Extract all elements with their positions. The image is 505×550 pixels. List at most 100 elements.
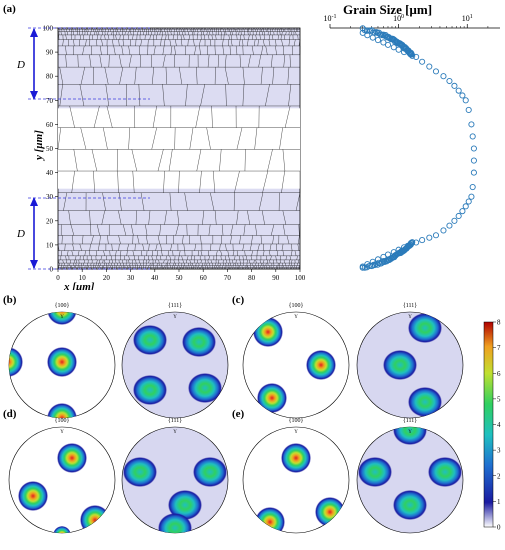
pole-peak: [306, 350, 336, 380]
pole-peak: [133, 375, 167, 405]
grain-size-point: [419, 58, 426, 65]
x-tick-label: 40: [151, 274, 159, 282]
x-tick-label: 80: [248, 274, 256, 282]
y-tick-label: 0: [50, 266, 54, 274]
grain-size-point: [469, 133, 476, 140]
y-tick-label: 10: [46, 241, 54, 249]
pole-figure-title: {111}: [168, 418, 182, 424]
pole-peak: [53, 526, 71, 533]
x-tick-label: 50: [176, 274, 184, 282]
grain-size-point: [465, 106, 472, 113]
panel-label-d: (d): [3, 408, 17, 420]
pole-figure-title: {100}: [55, 303, 70, 309]
pole-peak: [315, 497, 345, 527]
y-tick-label: 50: [46, 145, 54, 153]
pole-peak: [168, 490, 202, 520]
pole-peak: [80, 505, 110, 533]
grain-size-point: [440, 227, 447, 234]
grain-size-point: [462, 203, 469, 210]
y-axis-label: y [µm]: [33, 130, 45, 162]
pole-axis-tag: Y: [294, 315, 298, 320]
grain-size-point: [374, 37, 382, 44]
pole-axis-tag: Y: [408, 315, 412, 320]
pole-axis-tag: Y: [60, 430, 64, 435]
pole-peak: [408, 387, 442, 417]
grain-size-point: [378, 31, 385, 38]
pole-peak: [47, 312, 77, 325]
grain-size-point: [419, 237, 426, 244]
grain-x-tick-label: 10-1: [324, 14, 337, 23]
x-axis-label: x [µm]: [63, 281, 95, 290]
grain-size-point: [426, 234, 433, 241]
pole-peak: [9, 347, 23, 377]
grain-size-point: [426, 63, 433, 70]
pole-axis-tag: Y: [173, 315, 177, 320]
x-tick-label: 30: [127, 274, 135, 282]
pole-figure-111: {111} Y: [121, 303, 229, 419]
pole-figure-111: {111} Y: [356, 418, 464, 534]
panel-label-c: (c): [232, 294, 245, 306]
pole-figure-100: {100} Y: [8, 303, 116, 419]
colorbar-tick-label: 7: [497, 344, 501, 352]
y-tick-label: 40: [46, 169, 54, 177]
grain-size-point: [390, 44, 397, 51]
pole-figure-100: {100} Y: [242, 418, 350, 534]
y-tick-label: 20: [46, 217, 54, 225]
grain-size-point: [440, 73, 447, 80]
grain-size-point: [395, 46, 402, 53]
pole-figure-title: {100}: [289, 418, 304, 424]
chart-title: Grain Size [µm]: [343, 2, 432, 17]
panel-label-e: (e): [232, 408, 245, 420]
pole-peak: [383, 350, 417, 380]
grain-size-point: [432, 68, 440, 75]
x-tick-label: 60: [200, 274, 208, 282]
grain-size-chart: 10-1 100 101 Grain Size [µm]: [324, 2, 500, 271]
colorbar-tick-label: 0: [497, 524, 501, 532]
panel-a-graphics: 0 10 20 30 40 50 60 70 80 90 100 0 10 20 30 40 50 60 70 80…: [16, 2, 500, 290]
y-axis-ticks: 0 10 20 30 40 50 60 70 80 90 100: [43, 25, 58, 274]
grain-size-point: [409, 52, 416, 59]
pole-figures: {100}Y{111}Y{100}Y{111}Y{100}Y{111}Y{100…: [8, 303, 501, 534]
pole-peak: [408, 313, 442, 343]
pole-figure-title: {111}: [168, 303, 182, 309]
grain-size-point: [455, 87, 462, 94]
grain-size-point: [469, 184, 476, 191]
x-axis-ticks: 0 10 20 30 40 50 60 70 80 90 100: [56, 269, 306, 282]
colorbar-tick-label: 6: [497, 370, 501, 378]
x-tick-label: 70: [224, 274, 232, 282]
pole-axis-tag: Y: [60, 315, 64, 320]
pole-axis-tag: Y: [173, 430, 177, 435]
grain-size-point: [459, 208, 466, 215]
pole-figure-title: {111}: [403, 418, 417, 424]
x-tick-label: 10: [79, 274, 87, 282]
pole-axis-tag: Y: [408, 430, 412, 435]
x-tick-label: 20: [103, 274, 111, 282]
colorbar-tick-label: 1: [497, 498, 501, 506]
pole-peak: [393, 490, 427, 520]
grain-size-point: [369, 34, 376, 41]
y-tick-label: 70: [46, 97, 54, 105]
grain-size-point: [446, 77, 453, 85]
colorbar-tick-label: 8: [497, 319, 501, 327]
grain-size-point: [470, 145, 477, 152]
grain-size-point: [468, 193, 475, 200]
grain-size-point: [432, 232, 440, 239]
grain-size-point: [455, 212, 462, 220]
y-tick-label: 30: [46, 193, 54, 201]
grain-size-point: [379, 259, 386, 266]
pole-figure-title: {111}: [403, 303, 417, 309]
grain-size-point: [451, 217, 458, 224]
colorbar-tick-label: 2: [497, 472, 501, 480]
y-tick-label: 80: [46, 73, 54, 81]
pole-figure-100: {100} Y: [242, 303, 350, 419]
pole-peak: [193, 457, 227, 487]
pole-peak: [47, 347, 77, 377]
grain-size-point: [359, 264, 366, 271]
colorbar-tick-label: 5: [497, 395, 501, 403]
pole-peak: [255, 507, 285, 533]
pole-peak: [133, 325, 167, 355]
pole-peak: [281, 443, 311, 473]
pole-peak: [358, 457, 392, 487]
pole-peak: [123, 457, 157, 487]
pole-peak: [158, 513, 192, 533]
